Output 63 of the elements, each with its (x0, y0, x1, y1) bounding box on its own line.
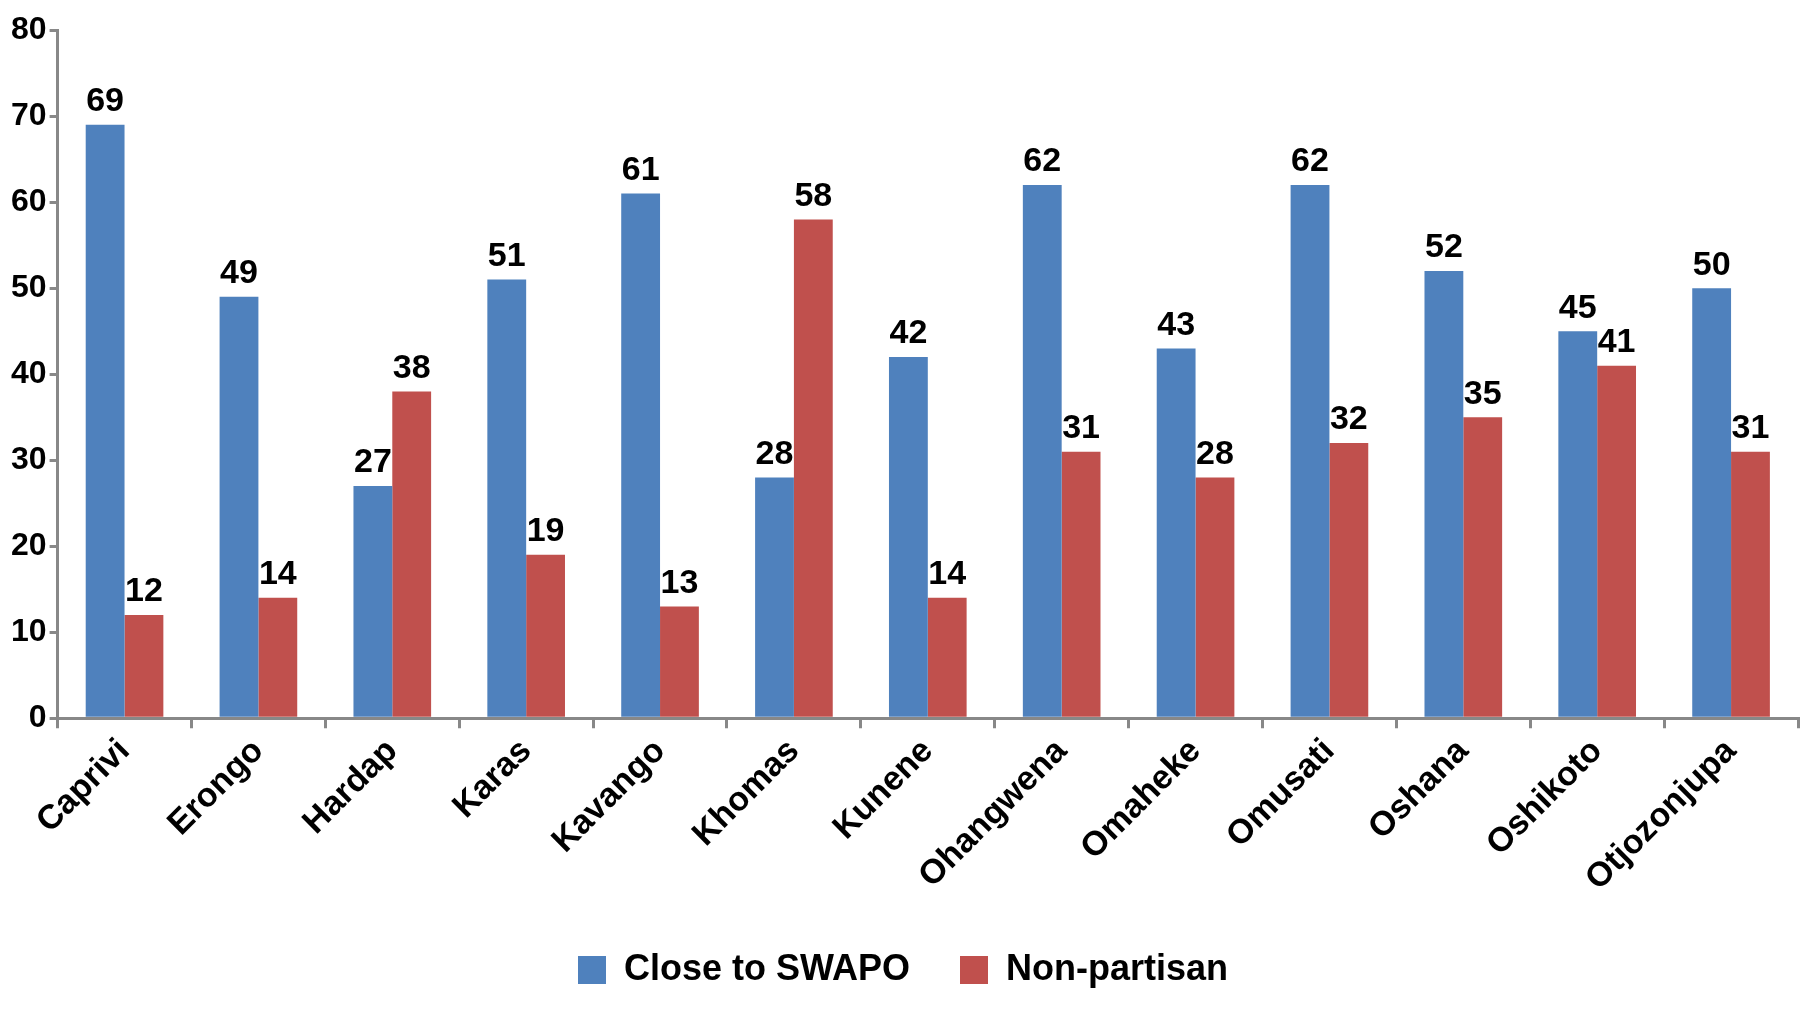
legend-label: Non-partisan (1006, 946, 1229, 988)
data-label: 58 (794, 174, 833, 213)
bar (1731, 451, 1770, 717)
bar (1156, 348, 1196, 717)
bar (526, 554, 565, 717)
data-label: 62 (1023, 140, 1062, 179)
y-tick-label: 0 (28, 698, 47, 735)
data-label: 14 (258, 553, 297, 592)
bar (124, 615, 164, 717)
data-label: 28 (755, 432, 794, 471)
bar (793, 219, 833, 717)
data-label: 14 (928, 553, 967, 592)
data-label: 45 (1558, 286, 1597, 325)
bar (1692, 288, 1732, 717)
data-label: 19 (526, 510, 565, 549)
bar (392, 391, 432, 717)
bar (755, 477, 794, 717)
bar (1463, 417, 1503, 717)
y-tick-label: 60 (11, 182, 47, 219)
y-tick-label: 50 (11, 268, 47, 305)
bar (1558, 331, 1598, 717)
bar (621, 193, 661, 717)
bar (85, 124, 125, 717)
data-label: 50 (1692, 243, 1731, 282)
y-tick-label: 20 (11, 526, 47, 563)
bar (1195, 477, 1235, 717)
data-label: 62 (1291, 140, 1329, 179)
bar (219, 296, 259, 717)
data-label: 28 (1196, 432, 1234, 471)
data-label: 31 (1062, 407, 1100, 446)
bar (258, 597, 298, 717)
data-label: 43 (1157, 303, 1196, 342)
data-label: 12 (125, 570, 163, 609)
legend-label: Close to SWAPO (623, 946, 911, 988)
data-label: 31 (1731, 407, 1770, 446)
data-label: 61 (621, 148, 660, 187)
bar (660, 606, 699, 717)
data-label: 41 (1597, 321, 1636, 360)
data-label: 27 (353, 441, 392, 480)
data-label: 51 (487, 235, 526, 273)
y-tick-label: 30 (11, 440, 47, 477)
data-label: 69 (86, 80, 125, 119)
bar (487, 279, 527, 717)
y-tick-label: 70 (11, 96, 47, 133)
y-tick-label: 40 (11, 354, 47, 391)
bar (1597, 365, 1637, 717)
data-label: 42 (889, 312, 928, 351)
data-label: 13 (660, 561, 699, 600)
data-label: 49 (220, 252, 258, 291)
y-tick-label: 80 (11, 10, 47, 47)
data-label: 32 (1329, 398, 1368, 437)
bar (927, 597, 967, 717)
bar (888, 357, 928, 717)
bar (1424, 271, 1464, 717)
data-label: 38 (392, 346, 431, 385)
bar (353, 486, 393, 717)
bar (1022, 185, 1062, 717)
data-label: 35 (1463, 372, 1502, 411)
data-label: 52 (1424, 226, 1463, 265)
bar (1329, 443, 1369, 717)
y-tick-label: 10 (11, 612, 47, 649)
bar (1290, 185, 1330, 717)
bar (1061, 451, 1101, 717)
